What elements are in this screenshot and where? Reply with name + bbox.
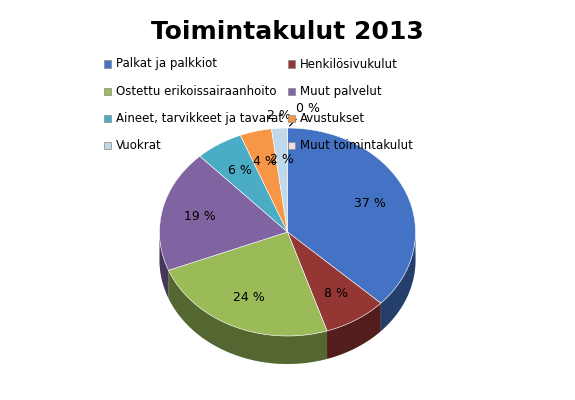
Text: Muut palvelut: Muut palvelut [300,85,381,98]
Text: 8 %: 8 % [324,287,347,300]
Text: Ostettu erikoissairaanhoito: Ostettu erikoissairaanhoito [116,85,276,98]
Polygon shape [240,129,288,232]
Polygon shape [381,232,416,331]
Text: Avustukset: Avustukset [300,112,365,125]
Text: 19 %: 19 % [184,210,216,223]
FancyBboxPatch shape [104,115,111,122]
Text: Muut toimintakulut: Muut toimintakulut [300,139,412,152]
Text: 2 %: 2 % [267,109,291,122]
Text: Vuokrat: Vuokrat [116,139,161,152]
Text: 24 %: 24 % [233,291,265,304]
Polygon shape [200,135,288,232]
Text: 37 %: 37 % [354,196,386,210]
Polygon shape [159,231,168,298]
FancyBboxPatch shape [288,115,295,122]
FancyBboxPatch shape [288,60,295,68]
Polygon shape [327,303,381,359]
Text: 0 %: 0 % [289,102,320,126]
Polygon shape [168,232,327,336]
FancyBboxPatch shape [104,60,111,68]
Text: 2 %: 2 % [270,153,294,166]
Text: Toimintakulut 2013: Toimintakulut 2013 [151,20,424,44]
Polygon shape [159,156,288,270]
Ellipse shape [159,156,416,364]
FancyBboxPatch shape [104,88,111,95]
Polygon shape [271,128,288,232]
Polygon shape [288,232,381,331]
FancyBboxPatch shape [104,142,111,149]
FancyBboxPatch shape [288,142,295,149]
Text: Aineet, tarvikkeet ja tavarat: Aineet, tarvikkeet ja tavarat [116,112,282,125]
Polygon shape [288,128,416,303]
Text: Palkat ja palkkiot: Palkat ja palkkiot [116,58,217,70]
Polygon shape [168,270,327,364]
FancyBboxPatch shape [288,88,295,95]
Text: 4 %: 4 % [253,155,277,168]
Text: 6 %: 6 % [228,164,251,177]
Text: Henkilösivukulut: Henkilösivukulut [300,58,397,70]
